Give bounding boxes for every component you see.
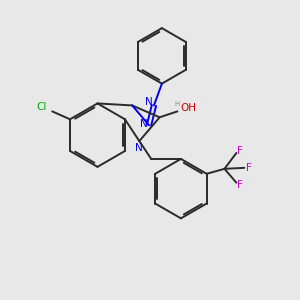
Text: N: N (140, 119, 148, 129)
Text: F: F (237, 180, 243, 190)
Text: OH: OH (180, 103, 196, 113)
Text: N: N (135, 143, 143, 153)
Text: N: N (145, 98, 153, 107)
Text: F: F (237, 146, 243, 156)
Text: H: H (175, 101, 180, 107)
Text: Cl: Cl (37, 102, 47, 112)
Text: F: F (246, 163, 252, 173)
